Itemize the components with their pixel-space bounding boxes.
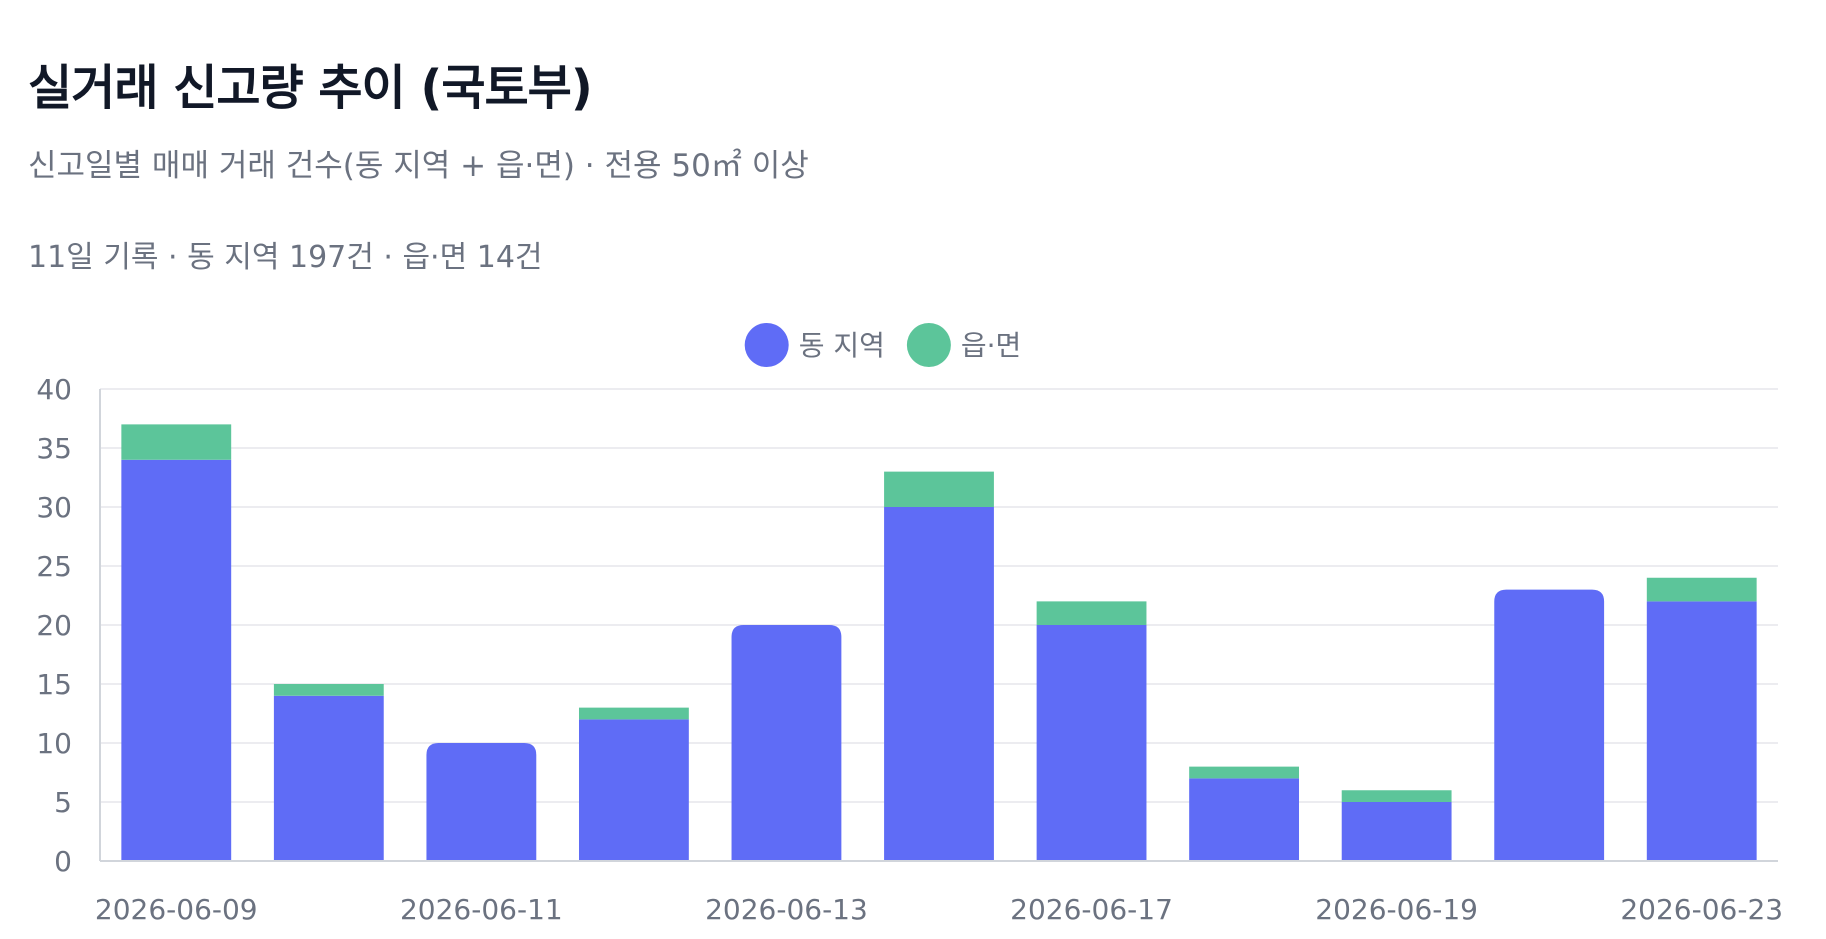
bar-layer [121, 424, 1757, 861]
y-tick-label: 10 [36, 727, 72, 760]
bar-dong-2026-06-20[interactable] [1494, 589, 1605, 861]
y-tick-label: 15 [36, 668, 72, 701]
bar-eup-2026-06-12[interactable] [578, 707, 689, 720]
axis-layer: 0 5 10 15 20 25 30 35 40 2026-06-09 2026-06-11 2026… [36, 373, 1783, 926]
bar-dong-2026-06-09[interactable] [121, 459, 232, 861]
legend-label: 동 지역 [799, 329, 885, 362]
x-tick-label: 2026-06-09 [95, 893, 258, 926]
y-tick-label: 20 [36, 609, 72, 642]
bar-eup-2026-06-10[interactable] [273, 684, 384, 696]
bar-group-2026-06-18[interactable] [1189, 766, 1300, 861]
legend-label: 읍·면 [961, 329, 1021, 362]
bar-dong-2026-06-23[interactable] [1646, 601, 1757, 861]
x-tick-label: 2026-06-13 [705, 893, 868, 926]
bar-group-2026-06-13[interactable] [731, 625, 842, 861]
bar-dong-2026-06-17[interactable] [1036, 625, 1147, 861]
bar-group-2026-06-11[interactable] [426, 743, 537, 861]
legend[interactable]: 동 지역 읍·면 [744, 323, 1022, 367]
y-tick-label: 35 [36, 432, 72, 465]
page-title: 실거래 신고량 추이 (국토부) [28, 60, 593, 116]
bar-dong-2026-06-18[interactable] [1189, 778, 1300, 861]
y-tick-label: 5 [54, 786, 72, 819]
bar-eup-2026-06-18[interactable] [1189, 766, 1300, 779]
bar-group-2026-06-23[interactable] [1646, 577, 1757, 861]
legend-swatch [744, 323, 789, 367]
x-tick-label: 2026-06-23 [1620, 893, 1783, 926]
bar-eup-2026-06-09[interactable] [121, 424, 232, 460]
bar-group-2026-06-12[interactable] [578, 707, 689, 861]
chart-area: 0 5 10 15 20 25 30 35 40 2026-06-09 2026-06-11 2026… [0, 300, 1826, 939]
x-tick-label: 2026-06-17 [1010, 893, 1173, 926]
chart-subtitle: 신고일별 매매 거래 건수(동 지역 + 읍·면) · 전용 50㎡ 이상 [28, 148, 809, 184]
chart-summary: 11일 기록 · 동 지역 197건 · 읍·면 14건 [28, 240, 543, 275]
bar-group-2026-06-17[interactable] [1036, 601, 1147, 861]
bar-eup-2026-06-14[interactable] [884, 471, 994, 507]
bar-group-2026-06-19[interactable] [1341, 790, 1452, 861]
stacked-bar-chart: 0 5 10 15 20 25 30 35 40 2026-06-09 2026-06-11 2026… [36, 323, 1783, 926]
bar-dong-2026-06-11[interactable] [426, 743, 537, 861]
bar-dong-2026-06-13[interactable] [731, 625, 842, 861]
bar-dong-2026-06-12[interactable] [578, 719, 689, 861]
y-tick-label: 30 [36, 491, 72, 524]
bar-eup-2026-06-19[interactable] [1341, 790, 1452, 802]
bar-dong-2026-06-19[interactable] [1341, 802, 1452, 861]
bar-group-2026-06-10[interactable] [273, 684, 384, 861]
bar-group-2026-06-09[interactable] [121, 424, 232, 861]
bar-group-2026-06-20[interactable] [1494, 589, 1605, 861]
bar-eup-2026-06-23[interactable] [1646, 577, 1757, 602]
y-tick-label: 0 [54, 845, 72, 878]
y-tick-label: 40 [36, 373, 72, 406]
y-tick-label: 25 [36, 550, 72, 583]
bar-eup-2026-06-17[interactable] [1036, 601, 1147, 625]
x-tick-label: 2026-06-11 [400, 893, 563, 926]
legend-item-dong[interactable]: 동 지역 [744, 323, 885, 367]
legend-item-eup[interactable]: 읍·면 [906, 323, 1021, 367]
bar-group-2026-06-14[interactable] [884, 471, 994, 861]
bar-dong-2026-06-14[interactable] [884, 507, 994, 861]
legend-swatch [906, 323, 951, 367]
bar-dong-2026-06-10[interactable] [273, 695, 384, 861]
x-tick-label: 2026-06-19 [1315, 893, 1478, 926]
